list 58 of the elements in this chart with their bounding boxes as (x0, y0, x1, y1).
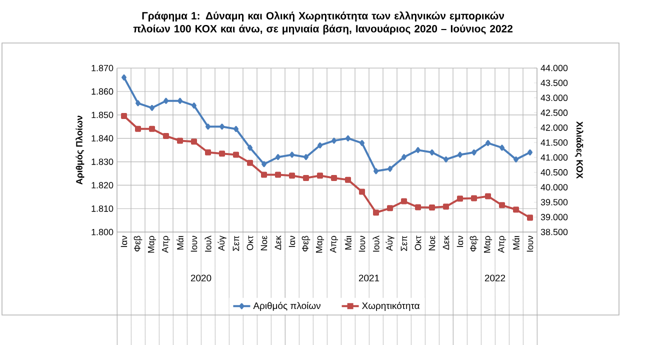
y2-tick-label: 42.000 (540, 124, 568, 131)
y2-axis-title: Χιλιάδες ΚΟΧ (574, 121, 584, 179)
legend-label: Χωρητικότητα (362, 302, 420, 311)
x-tick-label: Σεπ (232, 236, 240, 251)
y2-tick-label: 43.500 (540, 80, 568, 86)
x-tick-label: Μαρ (484, 236, 492, 253)
text: 2021 (358, 274, 380, 282)
x-tick-label: Μάι (512, 236, 520, 250)
x-tick-label: Φεβ (134, 236, 142, 252)
y-tick-label: 1.860 (92, 88, 114, 95)
y2-tick-label: 38.500 (540, 228, 568, 236)
x-tick-label: Δεκ (274, 236, 282, 250)
x-tick-label: Απρ (498, 236, 506, 253)
y-tick-label: 1.850 (92, 112, 114, 118)
y-tick-label: 1.830 (92, 158, 114, 165)
x-tick-label: Σεπ (400, 236, 408, 251)
text: 2022 (484, 274, 506, 282)
x-tick-label: Νοε (260, 236, 268, 250)
x-tick-label: Ιουν (190, 236, 198, 252)
x-tick-label: Ιουν (526, 236, 534, 252)
y2-tick-label: 42.500 (540, 110, 568, 116)
x-tick-label: Μαρ (148, 236, 156, 253)
y2-tick-label: 43.000 (540, 94, 568, 101)
x-tick-label: Ιαν (120, 236, 128, 247)
y2-tick-label: 41.000 (540, 154, 568, 161)
x-tick-label: Ιαν (288, 236, 296, 247)
x-tick-label: Φεβ (302, 236, 310, 252)
x-tick-label: Νοε (428, 236, 436, 250)
x-tick-label: Ιαν (456, 236, 464, 247)
x-tick-label: Μαρ (316, 236, 324, 253)
x-tick-label: Ιουν (358, 236, 366, 252)
x-tick-label: Αύγ (386, 236, 394, 251)
y2-tick-label: 41.500 (540, 139, 568, 146)
x-tick-label: Αύγ (218, 236, 226, 251)
x-tick-label: Μάι (176, 236, 184, 250)
x-tick-label: Μάι (344, 236, 352, 250)
chart-title: Γράφημα 1: Δύναμη και Ολική Χωρητικότητα των ελληνικών εμπορικών πλοίων 100 ΚΟΧ και άνω, σε μηνιαία βάση, Ιανουάριος 2020 – Ιούνιος 2022 (133, 12, 513, 34)
x-tick-label: Ιουλ (372, 236, 380, 252)
y2-tick-label: 39.000 (540, 214, 568, 220)
y2-tick-label: 39.500 (540, 199, 568, 206)
y-tick-label: 1.810 (92, 205, 114, 212)
x-tick-label: Απρ (330, 236, 338, 253)
legend-label: Αριθμός πλοίων (253, 302, 320, 311)
y-tick-label: 1.800 (92, 228, 114, 236)
x-tick-label: Οκτ (246, 236, 254, 250)
y-tick-label: 1.820 (92, 182, 114, 188)
x-tick-label: Ιουλ (204, 236, 212, 252)
y2-tick-label: 40.500 (540, 169, 568, 176)
text: 2020 (190, 274, 212, 282)
y-tick-label: 1.870 (92, 64, 114, 72)
y2-tick-label: 40.000 (540, 184, 568, 190)
x-tick-label: Δεκ (442, 236, 450, 250)
x-tick-label: Απρ (162, 236, 170, 253)
y-tick-label: 1.840 (92, 135, 114, 142)
x-tick-label: Φεβ (470, 236, 478, 252)
y-axis-title: Αριθμός Πλοίων (76, 116, 84, 185)
x-tick-label: Οκτ (414, 236, 422, 250)
y2-tick-label: 44.000 (540, 64, 568, 72)
